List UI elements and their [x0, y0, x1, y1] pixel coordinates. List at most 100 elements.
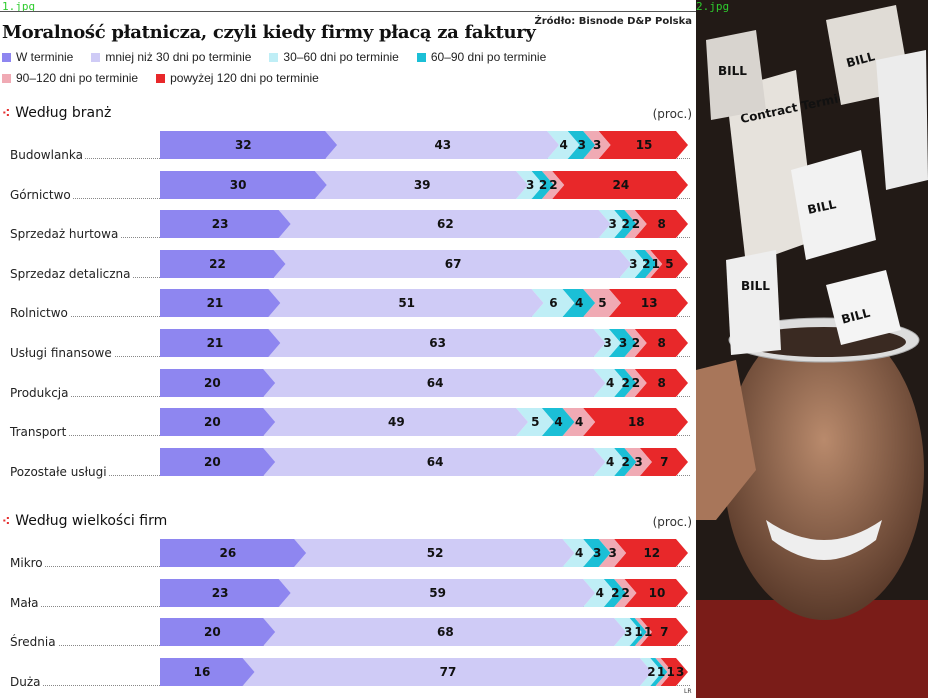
bar-segment	[614, 539, 688, 567]
bar-segment	[583, 131, 611, 159]
row-label: Pozostałe usługi	[10, 464, 109, 479]
data-label: 4	[606, 455, 614, 469]
data-label: 5	[598, 296, 606, 310]
legend-item: powyżej 120 dni po terminie	[156, 71, 319, 86]
bar-segment	[650, 657, 668, 686]
data-label: 7	[660, 625, 668, 639]
row-label: Rolnictwo	[10, 306, 70, 321]
bar-segment	[583, 408, 688, 437]
bar-row: 20 64 4 2 3 7	[160, 447, 688, 476]
data-label: 3	[634, 455, 642, 469]
bar-segment	[160, 289, 281, 318]
hand	[696, 360, 756, 520]
data-label: 21	[207, 296, 224, 310]
bar-segment	[160, 329, 281, 357]
data-label: 8	[658, 217, 666, 231]
section-title-text: Według wielkości firm	[15, 513, 168, 529]
bar-segment	[531, 170, 554, 199]
bar-segment	[593, 368, 627, 397]
data-label: 24	[612, 178, 629, 192]
data-label: 6	[549, 296, 557, 310]
data-label: 62	[437, 217, 454, 231]
bar-segment	[639, 447, 688, 476]
bar-segment	[160, 210, 291, 239]
bar-segment	[314, 170, 529, 199]
data-label: 23	[212, 586, 229, 600]
unit-label: (proc.)	[652, 515, 692, 529]
bar-segment	[598, 539, 627, 567]
data-label: 4	[575, 415, 583, 429]
bar-row: 30 39 3 2 2 24	[160, 170, 688, 199]
bar-segment	[160, 657, 255, 686]
data-label: 1	[644, 625, 652, 639]
legend-item: 60–90 dni po terminie	[416, 50, 546, 65]
data-label: 8	[658, 336, 666, 350]
row-label: Transport	[10, 425, 69, 440]
data-label: 43	[434, 138, 451, 152]
bar-segment	[278, 578, 596, 607]
bar-segment	[655, 657, 673, 686]
bar-segment	[325, 131, 559, 159]
legend-item: 30–60 dni po terminie	[269, 50, 399, 65]
section-title: ⁖ Według branż	[2, 105, 111, 121]
bar-segment	[650, 249, 688, 278]
section-title-text: Według branż	[15, 105, 112, 121]
bar-segment	[608, 329, 637, 357]
file-label: 2.jpg	[696, 0, 730, 13]
data-label: 23	[212, 217, 229, 231]
legend-item: 90–120 dni po terminie	[2, 71, 138, 86]
paper-bill: BILL	[826, 270, 901, 345]
paper-bill: BILL	[726, 250, 781, 355]
bar-segment	[516, 170, 544, 199]
bar-segment	[263, 368, 606, 397]
data-label: 1	[657, 665, 665, 679]
data-label: 3	[578, 138, 586, 152]
bar-row: 20 68 3 1 1 7	[160, 618, 688, 647]
legend-label: mniej niż 30 dni po terminie	[105, 50, 252, 64]
file-label: 1.jpg	[2, 0, 36, 13]
row-label: Sprzedaż hurtowa	[10, 227, 121, 242]
legend-label: 30–60 dni po terminie	[283, 50, 399, 64]
photo-panel: 2.jpg Contract Termination BILL BILL BIL…	[696, 0, 928, 698]
top-rule	[0, 11, 696, 12]
bar-segment	[567, 131, 596, 159]
data-label: 64	[427, 376, 444, 390]
data-label: 21	[207, 336, 224, 350]
data-label: 8	[658, 376, 666, 390]
row-label: Mikro	[10, 556, 45, 570]
bar-segment	[562, 539, 596, 567]
bar-segment	[160, 447, 276, 476]
bar-segment	[598, 210, 627, 239]
data-label: 2	[611, 586, 619, 600]
bar-segment	[160, 131, 338, 159]
data-label: 59	[429, 586, 446, 600]
bar-segment	[294, 539, 575, 567]
paper-bill: BILL	[791, 150, 876, 260]
bar-row: 16 77 2 1 1 3	[160, 657, 688, 686]
data-label: 3	[526, 178, 534, 192]
bar-segment	[160, 368, 276, 397]
data-label: 4	[596, 586, 604, 600]
bar-segment	[268, 289, 544, 318]
bar-segment	[645, 249, 663, 278]
bar-segment	[541, 408, 575, 437]
bar-row: 20 64 4 2 2 8	[160, 368, 688, 397]
bar-row: 20 49 5 4 4 18	[160, 408, 688, 437]
svg-text:BILL: BILL	[718, 64, 747, 78]
legend-swatch	[2, 74, 11, 83]
legend-swatch	[2, 53, 11, 62]
legend-label: W terminie	[16, 50, 74, 64]
legend-item: mniej niż 30 dni po terminie	[91, 50, 251, 65]
data-label: 3	[593, 546, 601, 560]
bar-segment	[160, 539, 307, 567]
bar-segment	[634, 329, 688, 357]
data-label: 3	[609, 217, 617, 231]
bar-segment	[160, 618, 276, 647]
bar-segment	[583, 578, 616, 607]
teeth	[766, 520, 882, 560]
data-label: 2	[632, 336, 640, 350]
bar-segment	[624, 578, 688, 607]
legend-swatch	[416, 53, 426, 62]
data-label: 2	[621, 455, 629, 469]
data-label: 67	[445, 257, 462, 271]
